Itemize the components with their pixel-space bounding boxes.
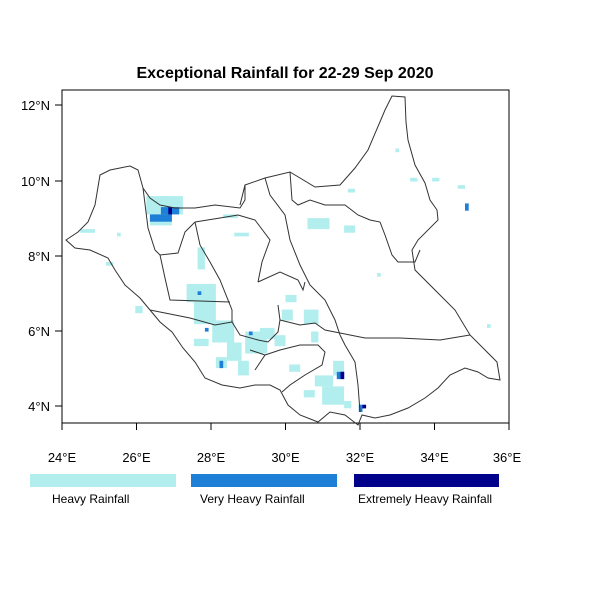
heavy-rainfall-cell — [226, 342, 242, 361]
state-boundary — [257, 271, 306, 292]
heavy-rainfall-cell — [234, 232, 249, 237]
state-boundary — [159, 254, 231, 303]
heavy-rainfall-cell — [487, 324, 491, 328]
heavy-rainfall-cell — [303, 309, 319, 325]
state-boundary — [194, 221, 233, 322]
country-outline — [65, 95, 501, 426]
state-boundary — [239, 184, 246, 206]
y-tick-label: 6°N — [28, 324, 50, 339]
heavy-rainfall-cell — [274, 335, 286, 347]
heavy-rainfall-cell — [344, 401, 352, 409]
legend-swatch-very-heavy — [191, 474, 337, 487]
y-tick-label: 4°N — [28, 399, 50, 414]
x-axis: 24°E 26°E 28°E 30°E 32°E 34°E 36°E — [48, 423, 522, 465]
map-title: Exceptional Rainfall for 22-29 Sep 2020 — [136, 65, 433, 82]
heavy-rainfall-cell — [80, 229, 95, 233]
heavy-rainfall-cell — [410, 177, 418, 182]
heavy-rainfall-cell — [307, 218, 330, 230]
heavy-rainfall-cell — [289, 364, 301, 372]
rainfall-cells — [80, 148, 491, 412]
y-axis: 12°N 10°N 8°N 6°N 4°N — [21, 98, 62, 414]
y-tick-label: 12°N — [21, 98, 50, 113]
state-boundary — [279, 319, 471, 341]
state-boundary — [264, 177, 341, 336]
very-heavy-rainfall-cell — [149, 214, 172, 222]
heavy-rainfall-cell — [135, 305, 143, 314]
heavy-rainfall-cell — [193, 338, 209, 347]
x-tick-label: 32°E — [346, 450, 375, 465]
extreme-rainfall-cell — [340, 371, 345, 380]
very-heavy-rainfall-cell — [204, 327, 209, 332]
x-tick-label: 36°E — [493, 450, 522, 465]
extreme-rainfall-cell — [362, 404, 367, 409]
heavy-rainfall-cell — [432, 177, 440, 182]
heavy-rainfall-cell — [314, 375, 334, 387]
extreme-rainfall-cell — [168, 207, 172, 215]
heavy-rainfall-cell — [344, 225, 356, 233]
heavy-rainfall-cell — [106, 262, 114, 266]
state-boundary — [339, 334, 361, 413]
state-boundary — [149, 309, 233, 326]
heavy-rainfall-cell — [285, 294, 297, 303]
legend-label-extremely-heavy: Extremely Heavy Rainfall — [358, 492, 492, 506]
heavy-rainfall-cell — [377, 273, 381, 277]
heavy-rainfall-cell — [311, 331, 319, 343]
x-tick-label: 26°E — [122, 450, 151, 465]
state-boundary — [237, 214, 271, 283]
legend-swatch-extremely-heavy — [354, 474, 499, 487]
very-heavy-rainfall-cell — [465, 203, 469, 211]
heavy-rainfall-cell — [395, 148, 400, 153]
very-heavy-rainfall-cell — [336, 371, 345, 380]
heavy-rainfall-cell — [457, 185, 465, 189]
heavy-rainfall-cell — [281, 309, 293, 321]
heavy-rainfall-cell — [197, 247, 205, 270]
heavy-rainfall-cell — [237, 360, 249, 376]
legend-swatch-heavy — [30, 474, 176, 487]
x-tick-label: 24°E — [48, 450, 77, 465]
state-boundary — [194, 214, 239, 223]
x-tick-label: 28°E — [197, 450, 226, 465]
x-tick-label: 30°E — [271, 450, 300, 465]
very-heavy-rainfall-cell — [197, 291, 202, 295]
heavy-rainfall-cell — [160, 196, 172, 204]
y-tick-label: 10°N — [21, 174, 50, 189]
heavy-rainfall-cell — [117, 232, 121, 237]
heavy-rainfall-cell — [212, 320, 235, 343]
legend: Heavy Rainfall Very Heavy Rainfall Extre… — [30, 474, 499, 506]
heavy-rainfall-cell — [333, 360, 345, 376]
heavy-rainfall-cell — [322, 386, 345, 405]
very-heavy-rainfall-cell — [358, 404, 363, 412]
very-heavy-rainfall-cell — [248, 331, 253, 336]
state-boundary — [264, 344, 326, 393]
legend-label-very-heavy: Very Heavy Rainfall — [200, 492, 305, 506]
legend-label-heavy: Heavy Rainfall — [52, 492, 129, 506]
heavy-rainfall-cell — [303, 390, 315, 398]
heavy-rainfall-cell — [259, 327, 275, 339]
very-heavy-rainfall-cell — [219, 360, 224, 369]
state-boundary — [289, 171, 421, 263]
state-boundary — [249, 349, 266, 371]
x-tick-label: 34°E — [420, 450, 449, 465]
boundaries — [65, 95, 501, 426]
heavy-rainfall-cell — [193, 298, 216, 325]
y-tick-label: 8°N — [28, 249, 50, 264]
heavy-rainfall-cell — [347, 188, 356, 193]
map-frame — [61, 89, 510, 424]
